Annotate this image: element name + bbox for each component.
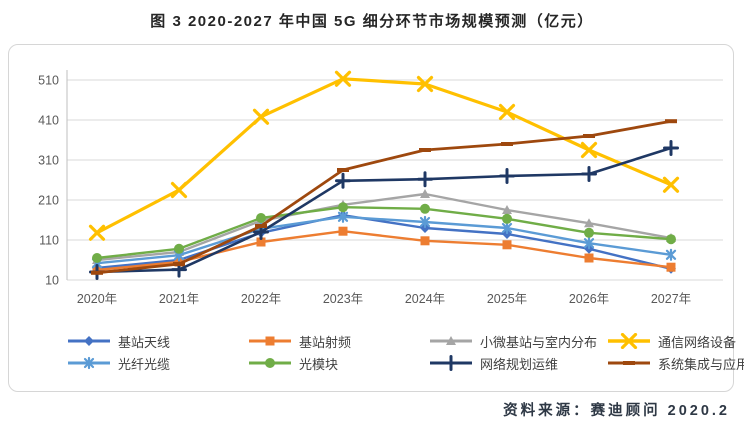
- series-marker-triangle: [502, 205, 512, 214]
- legend-swatch: [430, 336, 472, 345]
- series-marker-square: [584, 253, 594, 263]
- line-chart: 10 110 210 310 410 510 2020年 2021年 2022年 2023年 202…: [38, 70, 723, 306]
- series-marker-x: [334, 70, 352, 87]
- series-marker-circle: [174, 243, 184, 254]
- series-marker-x: [662, 176, 680, 193]
- series-marker-circle: [502, 213, 512, 224]
- series-marker-x: [88, 224, 106, 241]
- x-tick-label: 2020年: [77, 292, 117, 306]
- series-marker-x: [498, 103, 516, 121]
- y-tick-label: 210: [38, 194, 59, 208]
- x-tick-label: 2026年: [569, 292, 609, 306]
- legend-label: 基站天线: [118, 334, 171, 350]
- series-marker-circle: [338, 202, 348, 213]
- series-marker-dash: [419, 148, 431, 152]
- series-line-7: [95, 146, 673, 274]
- legend-label: 系统集成与应用服务: [658, 356, 744, 372]
- series-marker-dash: [665, 119, 677, 124]
- series-marker-square: [256, 237, 266, 247]
- series-marker-circle: [256, 213, 266, 223]
- legend-item: 通信网络设备: [607, 333, 744, 350]
- series-marker-dash: [583, 134, 595, 138]
- series-marker-x: [620, 333, 638, 349]
- legend-label: 光模块: [299, 356, 339, 372]
- legend-item: 光纤光缆: [67, 355, 248, 372]
- series-line-4: [95, 77, 673, 235]
- y-tick-label: 110: [39, 234, 59, 248]
- series-marker-square: [666, 262, 676, 272]
- x-tick-label: 2023年: [323, 292, 363, 306]
- series-marker-square: [420, 236, 430, 246]
- series-marker-circle: [265, 358, 275, 368]
- legend-swatch: [68, 336, 110, 346]
- series-line-8: [95, 119, 673, 275]
- chart-legend: 基站天线 基站射频 小微基站与室内分布 通信网络设备光纤光缆 光模块 网络规划运维 系统集成…: [67, 333, 744, 372]
- series-line-3: [95, 192, 673, 262]
- x-tick-label: 2022年: [241, 292, 281, 306]
- legend-item: 基站射频: [248, 333, 429, 350]
- legend-item: 系统集成与应用服务: [607, 355, 744, 372]
- legend-label: 基站射频: [299, 334, 352, 350]
- series-marker-x: [416, 75, 434, 93]
- series-marker-x: [580, 141, 598, 159]
- legend-swatch: [249, 336, 291, 346]
- series-marker-x: [170, 181, 188, 199]
- legend-swatch: [249, 358, 291, 368]
- series-marker-diamond: [84, 336, 94, 346]
- legend-item: 光模块: [248, 355, 429, 372]
- series-marker-square: [265, 336, 275, 346]
- y-tick-label: 10: [45, 274, 59, 288]
- x-tick-label: 2024年: [405, 292, 445, 306]
- legend-item: 网络规划运维: [429, 355, 607, 372]
- series-marker-circle: [420, 203, 430, 214]
- figure-title: 图 3 2020-2027 年中国 5G 细分环节市场规模预测（亿元）: [150, 13, 594, 30]
- series-marker-dash: [173, 262, 185, 266]
- legend-swatch: [430, 355, 472, 371]
- y-tick-label: 310: [38, 154, 59, 168]
- series-marker-circle: [584, 227, 594, 238]
- y-tick-label: 410: [38, 114, 59, 128]
- series-line-5: [95, 215, 673, 265]
- legend-item: 基站天线: [67, 333, 248, 350]
- x-tick-label: 2021年: [159, 292, 199, 306]
- series-marker-dash: [337, 168, 349, 172]
- legend-label: 光纤光缆: [118, 356, 171, 372]
- series-marker-dash: [255, 224, 267, 228]
- x-tick-label: 2025年: [487, 292, 527, 306]
- legend-swatch: [608, 361, 650, 365]
- series-marker-dash: [623, 361, 635, 365]
- legend-swatch: [68, 356, 110, 370]
- series-marker-circle: [666, 234, 676, 245]
- series-marker-triangle: [446, 336, 456, 345]
- series-marker-triangle: [420, 189, 430, 198]
- series-marker-circle: [92, 253, 102, 263]
- y-tick-label: 510: [38, 74, 59, 88]
- chart-container: 10 110 210 310 410 510 2020年 2021年 2022年 2023年 202…: [8, 44, 744, 392]
- series-marker-square: [502, 240, 512, 250]
- series-marker-square: [338, 226, 348, 236]
- source-note: 资料来源：赛迪顾问 2020.2: [503, 403, 730, 419]
- series-line-1: [95, 213, 673, 271]
- x-tick-label: 2027年: [651, 292, 691, 306]
- legend-label: 网络规划运维: [480, 356, 559, 372]
- series-marker-x: [252, 108, 270, 125]
- legend-label: 通信网络设备: [658, 334, 737, 350]
- series-line-6: [95, 205, 673, 260]
- series-marker-dash: [501, 142, 513, 146]
- legend-item: 小微基站与室内分布: [429, 333, 607, 350]
- legend-label: 小微基站与室内分布: [480, 334, 598, 350]
- series-marker-dash: [91, 270, 103, 275]
- series-marker-triangle: [584, 218, 594, 228]
- legend-swatch: [608, 333, 650, 349]
